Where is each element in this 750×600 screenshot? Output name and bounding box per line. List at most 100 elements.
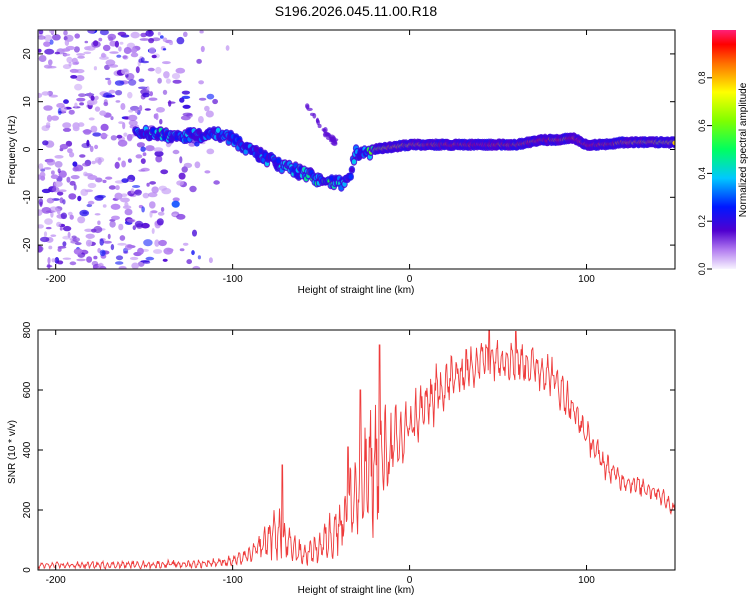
noise-blob — [56, 221, 62, 228]
noise-blob — [172, 79, 182, 84]
noise-blob — [95, 177, 103, 183]
noise-blob — [94, 95, 99, 100]
spectrogram-ytick-label: 20 — [22, 48, 33, 60]
ridge-core — [351, 159, 357, 165]
noise-blob — [54, 161, 63, 168]
noise-blob — [80, 188, 89, 196]
noise-blob — [51, 170, 55, 175]
noise-blob — [58, 189, 67, 193]
noise-blob — [49, 206, 59, 213]
noise-blob — [124, 244, 133, 251]
noise-blob — [176, 180, 185, 186]
noise-blob — [51, 115, 59, 121]
colorbar-gradient — [712, 30, 736, 269]
colorbar-tick-label: 0.2 — [697, 215, 707, 228]
noise-blob — [159, 118, 163, 125]
noise-blob — [118, 265, 127, 269]
noise-blob — [50, 174, 59, 179]
noise-blob — [38, 55, 47, 62]
noise-blob — [151, 228, 155, 234]
noise-blob — [108, 89, 116, 94]
noise-blob — [39, 201, 43, 207]
noise-blob — [130, 188, 135, 194]
noise-blob — [63, 30, 68, 36]
noise-blob — [102, 204, 107, 208]
noise-blob — [70, 175, 80, 180]
noise-blob — [134, 220, 144, 228]
noise-blob — [62, 64, 72, 70]
noise-blob — [111, 215, 120, 220]
noise-blob — [38, 209, 43, 216]
noise-blob — [43, 105, 53, 111]
colorbar-tick-label: 0.8 — [697, 72, 707, 85]
noise-blob — [126, 218, 136, 223]
noise-blob — [163, 71, 170, 79]
noise-blob — [43, 167, 52, 170]
noise-blob — [160, 207, 165, 212]
noise-blob — [123, 47, 132, 54]
noise-blob — [166, 248, 174, 253]
noise-blob — [205, 110, 214, 118]
noise-blob — [124, 208, 133, 216]
noise-blob — [198, 97, 207, 101]
noise-blob — [138, 78, 145, 83]
noise-blob — [117, 139, 128, 147]
noise-blob — [178, 172, 186, 180]
noise-blob — [119, 41, 124, 45]
noise-blob — [149, 201, 156, 209]
noise-blob — [145, 86, 150, 92]
noise-blob — [179, 248, 185, 252]
colorbar-label: Normalized spectral amplitude — [738, 82, 749, 217]
noise-blob — [68, 193, 77, 200]
noise-blob — [99, 110, 107, 116]
noise-blob — [62, 225, 72, 232]
secondary-branch-blob — [305, 104, 310, 110]
noise-blob — [140, 60, 150, 64]
noise-blob — [99, 249, 106, 257]
snr-series-line — [38, 330, 675, 570]
noise-blob — [73, 248, 83, 255]
noise-blob — [135, 154, 143, 159]
noise-blob — [42, 140, 49, 146]
noise-blob — [85, 239, 93, 247]
spectrogram-ylabel: Frequency (Hz) — [7, 116, 18, 185]
snr-ytick-label: 400 — [22, 441, 33, 458]
noise-blob — [77, 55, 85, 59]
noise-blob — [50, 234, 57, 237]
noise-blob — [168, 100, 172, 107]
noise-blob — [86, 256, 93, 263]
noise-blob — [197, 255, 201, 260]
noise-blob — [186, 259, 192, 265]
noise-blob — [99, 56, 109, 60]
noise-blob — [94, 213, 101, 216]
noise-blob — [78, 93, 86, 97]
noise-blob — [72, 62, 79, 66]
spectrogram-ytick-label: -10 — [22, 190, 33, 205]
noise-blob — [86, 99, 95, 106]
noise-blob — [147, 67, 155, 72]
noise-blob — [169, 40, 173, 46]
snr-ytick-label: 200 — [22, 501, 33, 518]
spectrogram-marks — [38, 30, 675, 269]
noise-blob — [43, 231, 48, 237]
noise-blob — [158, 239, 167, 247]
noise-blob — [149, 181, 157, 185]
noise-blob — [162, 258, 168, 262]
noise-blob — [118, 223, 124, 231]
noise-blob — [110, 116, 114, 121]
noise-blob — [46, 122, 51, 127]
noise-blob — [99, 30, 109, 36]
noise-blob — [128, 109, 134, 113]
noise-blob — [99, 265, 107, 269]
noise-blob — [94, 144, 99, 150]
noise-blob — [147, 192, 158, 198]
noise-blob — [38, 163, 44, 170]
noise-blob — [90, 125, 98, 133]
colorbar-tick-label: 0.6 — [697, 119, 707, 132]
ridge-core — [329, 175, 334, 181]
noise-blob — [138, 86, 148, 90]
noise-blob — [128, 120, 138, 126]
snr-ylabel: SNR (10 * v/v) — [7, 420, 18, 484]
